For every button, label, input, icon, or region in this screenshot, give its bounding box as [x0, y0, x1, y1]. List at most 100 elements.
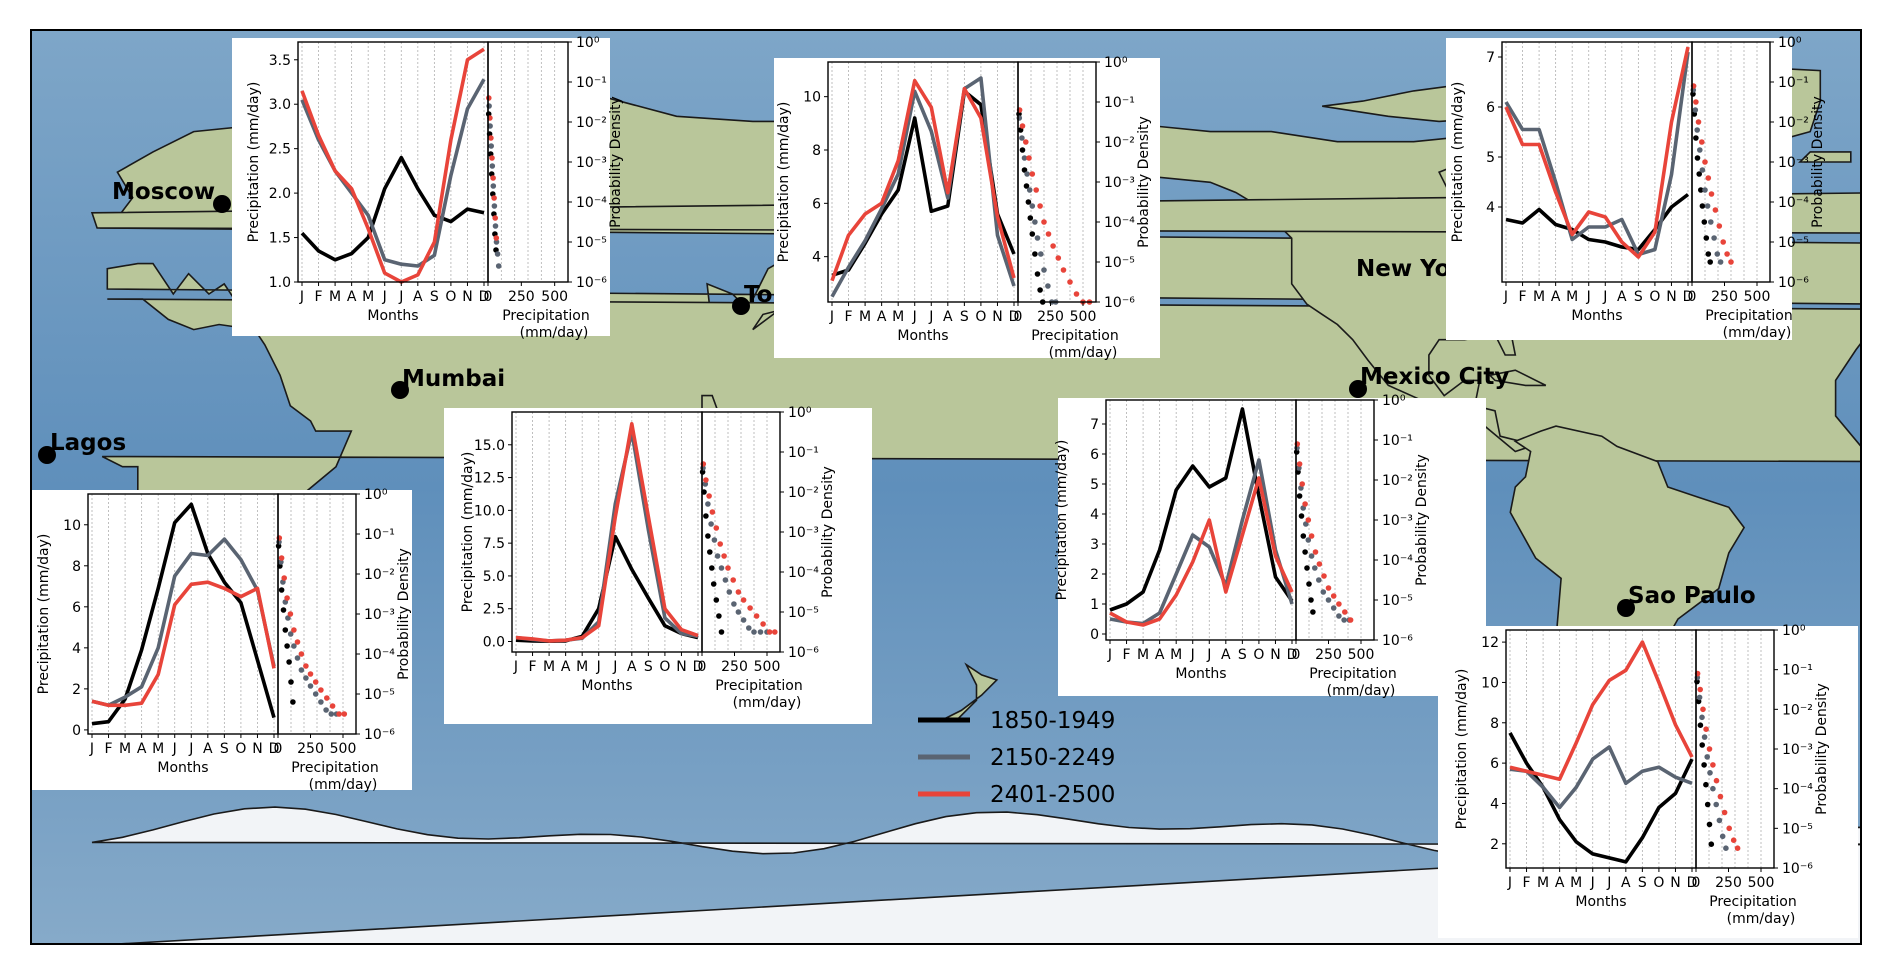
y-tick-label: 4: [812, 250, 821, 266]
y-tick-label: 0.0: [483, 635, 505, 651]
log-tick-label: 10⁻⁶: [1382, 633, 1413, 649]
month-tick-label: O: [1649, 289, 1660, 305]
y-tick-label: 6: [1090, 447, 1099, 463]
pdf-point-2150-2249: [1305, 537, 1312, 543]
pdf-point-2401-2500: [760, 621, 766, 627]
pdf-xlabel-line2: (mm/day): [733, 695, 802, 711]
month-tick-label: M: [119, 741, 131, 757]
pdf-x-tick-label: 0: [1014, 309, 1023, 325]
pdf-point-2401-2500: [1728, 259, 1734, 265]
pdf-point-2150-2249: [1692, 107, 1699, 113]
pdf-xlabel-line2: (mm/day): [1327, 683, 1396, 699]
pdf-point-2401-2500: [1330, 593, 1337, 599]
pdf-point-1850-1949: [1701, 219, 1708, 225]
pdf-point-2401-2500: [1029, 171, 1036, 177]
pdf-point-2150-2249: [735, 609, 742, 615]
month-tick-label: N: [1666, 289, 1676, 305]
pdf-point-2401-2500: [772, 629, 778, 635]
pdf-point-1850-1949: [1300, 533, 1307, 539]
pdf-x-tick-label: 0: [1692, 875, 1701, 891]
log-tick-label: 10⁻⁶: [1104, 295, 1135, 311]
monthly-xlabel: Months: [157, 760, 208, 776]
pdf-point-2150-2249: [1024, 171, 1030, 177]
pdf-xlabel-line1: Precipitation: [502, 308, 590, 324]
month-tick-label: J: [1507, 875, 1512, 891]
pdf-point-1850-1949: [710, 581, 717, 587]
series-line-2150-2249: [1509, 745, 1693, 810]
pdf-point-1850-1949: [1699, 742, 1705, 748]
y-tick-label: 10: [1481, 675, 1499, 691]
pdf-point-2401-2500: [709, 509, 716, 515]
month-tick-label: J: [1190, 647, 1195, 663]
pdf-point-2401-2500: [489, 155, 495, 161]
inset-mumbai: J F M A M J J A S O N DMonths0.02.55.07.510.012.515…: [444, 405, 872, 724]
pdf-point-2150-2249: [1330, 605, 1337, 611]
pdf-point-1850-1949: [1037, 287, 1043, 293]
pdf-point-1850-1949: [1693, 135, 1699, 141]
y-tick-label: 3.0: [269, 97, 291, 113]
pdf-ylabel: Probability Density: [396, 548, 412, 680]
month-tick-label: N: [676, 659, 686, 675]
pdf-point-2150-2249: [1714, 251, 1721, 257]
pdf-point-2150-2249: [718, 565, 725, 571]
log-tick-label: 10⁻¹: [1782, 663, 1813, 679]
pdf-point-2401-2500: [298, 651, 305, 657]
y-tick-label: 3: [1090, 537, 1099, 553]
pdf-point-2150-2249: [1019, 135, 1025, 141]
pdf-point-2150-2249: [1312, 565, 1318, 571]
pdf-point-2401-2500: [284, 595, 290, 601]
pdf-point-2401-2500: [1067, 279, 1073, 285]
y-tick-label: 4: [1490, 796, 1499, 812]
month-tick-label: O: [1653, 875, 1664, 891]
pdf-point-2401-2500: [747, 605, 753, 611]
log-tick-label: 10⁰: [1104, 55, 1128, 71]
log-tick-label: 10⁻³: [576, 155, 607, 171]
pdf-point-1850-1949: [1701, 762, 1707, 768]
y-tick-label: 12: [1481, 635, 1499, 651]
pdf-xlabel-line1: Precipitation: [715, 678, 803, 694]
pdf-point-1850-1949: [709, 565, 715, 571]
month-tick-label: A: [137, 741, 147, 757]
pdf-point-2401-2500: [1045, 231, 1052, 237]
month-tick-label: A: [1617, 289, 1627, 305]
pdf-point-1850-1949: [1703, 781, 1709, 788]
y-tick-label: 6: [1486, 100, 1495, 116]
pdf-point-2401-2500: [1705, 175, 1712, 181]
pdf-point-2150-2249: [495, 263, 502, 269]
y-tick-label: 1.5: [269, 231, 291, 247]
pdf-point-2150-2249: [1032, 219, 1038, 225]
series-line-2401-2500: [830, 78, 1016, 282]
pdf-point-2401-2500: [294, 639, 301, 645]
pdf-point-2150-2249: [708, 521, 714, 527]
pdf-point-2401-2500: [1305, 517, 1312, 523]
pdf-point-2401-2500: [1730, 837, 1737, 843]
pdf-point-2150-2249: [1336, 613, 1342, 619]
pdf-point-2401-2500: [1713, 777, 1720, 784]
month-tick-label: A: [627, 659, 637, 675]
pdf-point-1850-1949: [282, 627, 289, 633]
series-line-1850-1949: [1505, 193, 1690, 252]
pdf-point-2150-2249: [1026, 187, 1033, 193]
log-tick-label: 10⁻³: [364, 607, 395, 623]
pdf-point-2401-2500: [1299, 481, 1305, 487]
pdf-point-2150-2249: [1045, 283, 1051, 289]
pdf-point-1850-1949: [1694, 155, 1701, 161]
log-tick-label: 10⁻²: [788, 485, 819, 501]
pdf-point-2401-2500: [341, 711, 348, 717]
pdf-point-2401-2500: [713, 525, 720, 531]
monthly-ylabel: Precipitation (mm/day): [460, 452, 476, 613]
inset-moscow: J F M A M J J A S O N DMonths1.01.52.02.53.03.5Prec…: [232, 35, 624, 341]
pdf-point-1850-1949: [1019, 147, 1026, 153]
log-tick-label: 10⁻³: [788, 525, 819, 541]
pdf-point-2150-2249: [287, 631, 294, 637]
log-tick-label: 10⁻⁶: [788, 645, 819, 661]
log-tick-label: 10⁻¹: [364, 527, 395, 543]
pdf-point-1850-1949: [1306, 581, 1312, 587]
city-dot-mexico-city: [1349, 380, 1367, 398]
monthly-ylabel: Precipitation (mm/day): [1450, 82, 1466, 243]
pdf-point-2401-2500: [730, 577, 736, 583]
pdf-point-1850-1949: [1023, 183, 1030, 189]
pdf-x-tick-label: 250: [1315, 647, 1342, 663]
